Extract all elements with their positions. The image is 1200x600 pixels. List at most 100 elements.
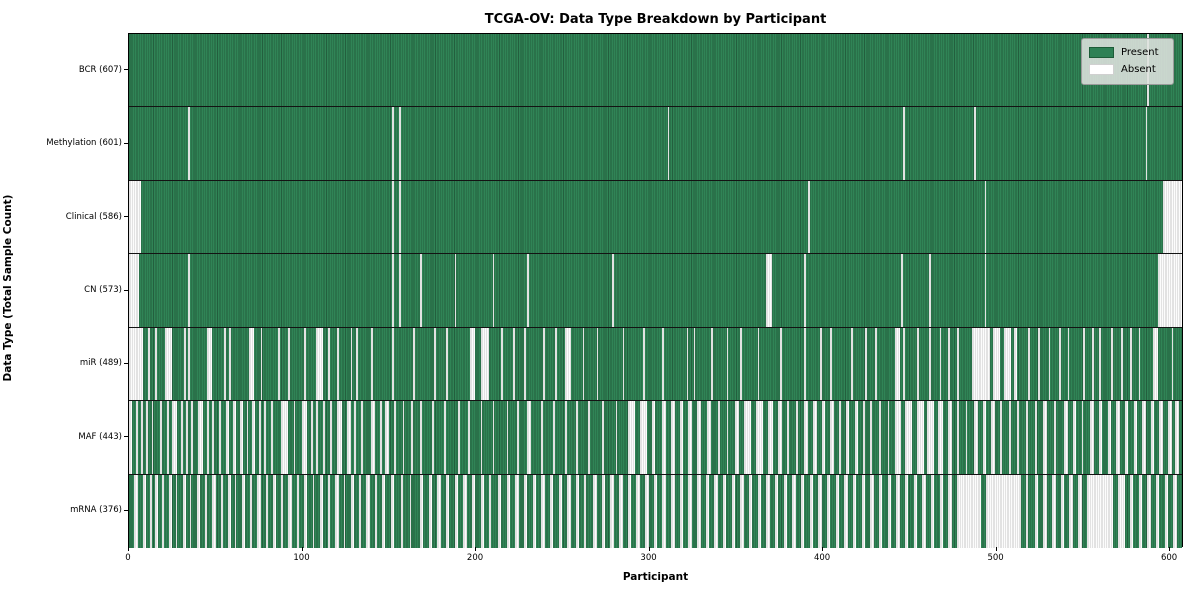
absent-stripe (392, 180, 394, 254)
absent-stripe (1162, 180, 1182, 254)
absent-stripe (335, 474, 339, 548)
absent-stripe (409, 474, 412, 548)
absent-stripe (1069, 474, 1073, 548)
absent-stripe (1124, 401, 1129, 474)
absent-stripe (948, 474, 952, 548)
absent-stripe (251, 401, 256, 474)
absent-stripe (366, 474, 370, 548)
x-tick-label: 500 (987, 553, 1004, 563)
absent-stripe (735, 401, 739, 474)
absent-stripe (135, 401, 138, 474)
y-tick-label-Clinical: Clinical (586) (65, 211, 122, 222)
absent-stripe (432, 401, 434, 474)
absent-stripe (1171, 327, 1174, 401)
legend-present-label: Present (1121, 47, 1159, 58)
absent-stripe (612, 254, 614, 327)
absent-stripe (134, 474, 138, 548)
absent-stripe (783, 474, 788, 548)
x-tick-label: 600 (1160, 553, 1178, 563)
absent-stripe (312, 474, 315, 548)
legend-present-swatch-icon (1089, 47, 1114, 58)
x-tick-label: 200 (466, 553, 484, 563)
absent-stripe (1173, 474, 1177, 548)
absent-stripe (296, 474, 299, 548)
absent-stripe (743, 401, 751, 474)
absent-stripe (1060, 474, 1065, 548)
row-band-mRNA (129, 474, 1182, 548)
absent-stripe (206, 327, 213, 401)
absent-stripe (205, 474, 207, 548)
absent-stripe (830, 327, 833, 401)
absent-stripe (271, 401, 273, 474)
row-band-Clinical (129, 180, 1182, 255)
absent-stripe (1043, 401, 1047, 474)
absent-stripe (206, 401, 209, 474)
x-tick-mark (1169, 547, 1171, 551)
absent-stripe (454, 254, 457, 327)
absent-stripe (172, 401, 178, 474)
absent-stripe (1157, 254, 1182, 327)
absent-stripe (1053, 401, 1056, 474)
absent-stripe (575, 474, 580, 548)
absent-stripe (541, 401, 543, 474)
row-band-CN (129, 254, 1182, 328)
absent-stripe (965, 401, 968, 474)
absent-stripe (129, 401, 133, 474)
absent-stripe (714, 474, 718, 548)
absent-stripe (1038, 327, 1040, 401)
absent-stripe (303, 474, 308, 548)
absent-stripe (878, 401, 881, 474)
absent-stripe (361, 401, 363, 474)
absent-stripe (1152, 327, 1158, 401)
absent-stripe (710, 327, 713, 401)
absent-stripe (381, 474, 386, 548)
absent-stripe (1130, 327, 1132, 401)
absent-stripe (639, 401, 647, 474)
absent-stripe (1121, 327, 1124, 401)
legend-absent-label: Absent (1121, 64, 1156, 75)
absent-stripe (187, 327, 190, 401)
x-axis-label: Participant (622, 571, 689, 583)
absent-stripe (731, 474, 736, 548)
absent-stripe (1072, 401, 1077, 474)
row-band-MAF (129, 401, 1182, 475)
absent-stripe (1086, 474, 1113, 548)
legend-item-absent: Absent (1089, 61, 1166, 78)
absent-stripe (239, 401, 244, 474)
absent-stripe (1150, 401, 1155, 474)
absent-stripe (929, 254, 931, 327)
absent-stripe (480, 474, 485, 548)
absent-stripe (1117, 474, 1125, 548)
absent-stripe (399, 180, 401, 254)
absent-stripe (780, 327, 782, 401)
absent-stripe (565, 401, 568, 474)
y-tick-label-CN: CN (573) (84, 285, 122, 295)
absent-stripe (870, 401, 872, 474)
absent-stripe (830, 401, 834, 474)
absent-stripe (1064, 401, 1068, 474)
absent-stripe (956, 401, 959, 474)
absent-stripe (903, 327, 905, 401)
absent-stripe (627, 474, 632, 548)
absent-stripe (248, 327, 254, 401)
absent-stripe (413, 327, 415, 401)
absent-stripe (1168, 401, 1172, 474)
absent-stripe (800, 474, 805, 548)
absent-stripe (374, 474, 377, 548)
absent-stripe (189, 474, 192, 548)
y-tick-label-BCR: BCR (607) (78, 64, 122, 75)
absent-stripe (904, 474, 909, 548)
absent-stripe (939, 474, 943, 548)
absent-stripe (527, 254, 530, 327)
absent-stripe (272, 474, 277, 548)
absent-stripe (972, 327, 990, 401)
absent-stripe (359, 474, 362, 548)
y-tick-mark (124, 69, 128, 71)
absent-stripe (948, 327, 950, 401)
absent-stripe (1107, 401, 1111, 474)
absent-stripe (316, 401, 318, 474)
y-tick-mark (124, 216, 128, 218)
absent-stripe (212, 401, 214, 474)
absent-stripe (444, 401, 446, 474)
absent-stripe (232, 401, 237, 474)
